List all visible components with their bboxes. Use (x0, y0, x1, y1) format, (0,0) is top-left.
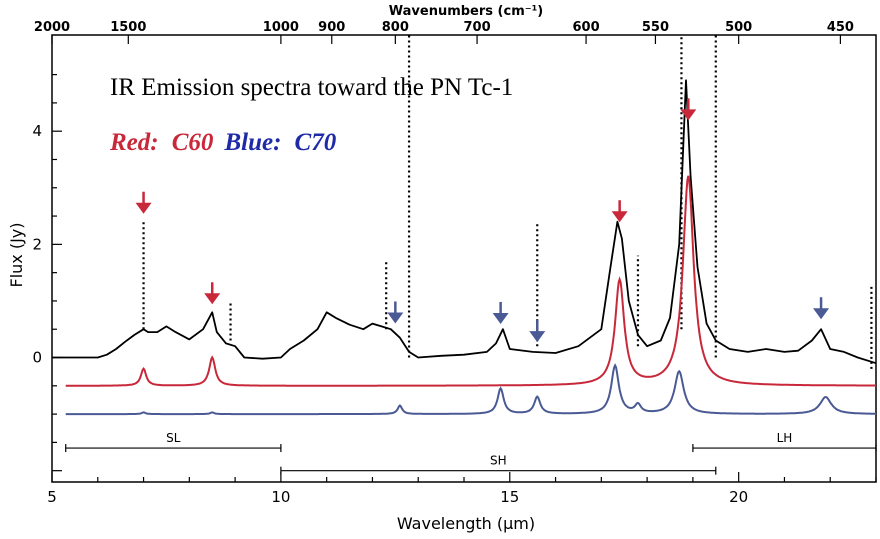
c60-arrow-head (135, 202, 152, 214)
legend-c70-value: C70 (295, 129, 337, 156)
c70-arrow-head (529, 331, 546, 343)
x-tick-label: 20 (729, 488, 748, 506)
c70-arrow-head (813, 308, 830, 320)
range-label: SH (490, 454, 507, 468)
x-tick-label: 10 (271, 488, 290, 506)
x-tick-label: 15 (500, 488, 519, 506)
axis-ticks: 5 10 15 20 0 2 4 2000 1500 1000 900 800 700 600 550 500… (32, 20, 877, 506)
top-tick-label: 550 (642, 20, 669, 35)
range-label: SL (166, 431, 181, 445)
top-axis-title: Wavenumbers (cm⁻¹) (389, 4, 543, 19)
c60-arrow-head (204, 293, 221, 305)
chart-legend: Red: C60 Blue: C70 (109, 129, 337, 156)
range-label: LH (777, 431, 793, 445)
x-axis-title: Wavelength (μm) (397, 514, 535, 533)
y-tick-label: 2 (32, 235, 42, 253)
top-tick-label: 800 (382, 20, 409, 35)
top-tick-label: 2000 (34, 20, 70, 35)
series-lines (52, 79, 877, 416)
observed-spectrum-line (52, 79, 877, 365)
top-tick-label: 900 (318, 20, 345, 35)
top-tick-label: 500 (725, 20, 752, 35)
c70-arrow-head (387, 312, 404, 324)
c70-model-line (65, 363, 876, 416)
c60-model-line (65, 175, 876, 387)
legend-c70-label: Blue: (223, 129, 281, 156)
top-tick-label: 700 (464, 20, 491, 35)
c60-arrow-head (680, 109, 697, 121)
x-tick-label: 5 (47, 488, 57, 506)
y-tick-label: 0 (32, 349, 42, 367)
legend-c60-value: C60 (172, 129, 214, 156)
instrument-ranges: SL SH LH (65, 431, 877, 475)
c60-arrow-head (611, 211, 628, 223)
y-tick-label: 4 (32, 122, 42, 140)
top-tick-label: 600 (573, 20, 600, 35)
top-tick-label: 450 (827, 20, 854, 35)
legend-c60-label: Red: (109, 129, 159, 156)
top-tick-label: 1500 (110, 20, 146, 35)
chart-title: IR Emission spectra toward the PN Tc-1 (110, 74, 513, 101)
c70-arrow-head (492, 312, 509, 324)
peak-arrows (135, 98, 830, 343)
y-axis-title: Flux (Jy) (7, 222, 26, 287)
top-tick-label: 1000 (263, 20, 299, 35)
